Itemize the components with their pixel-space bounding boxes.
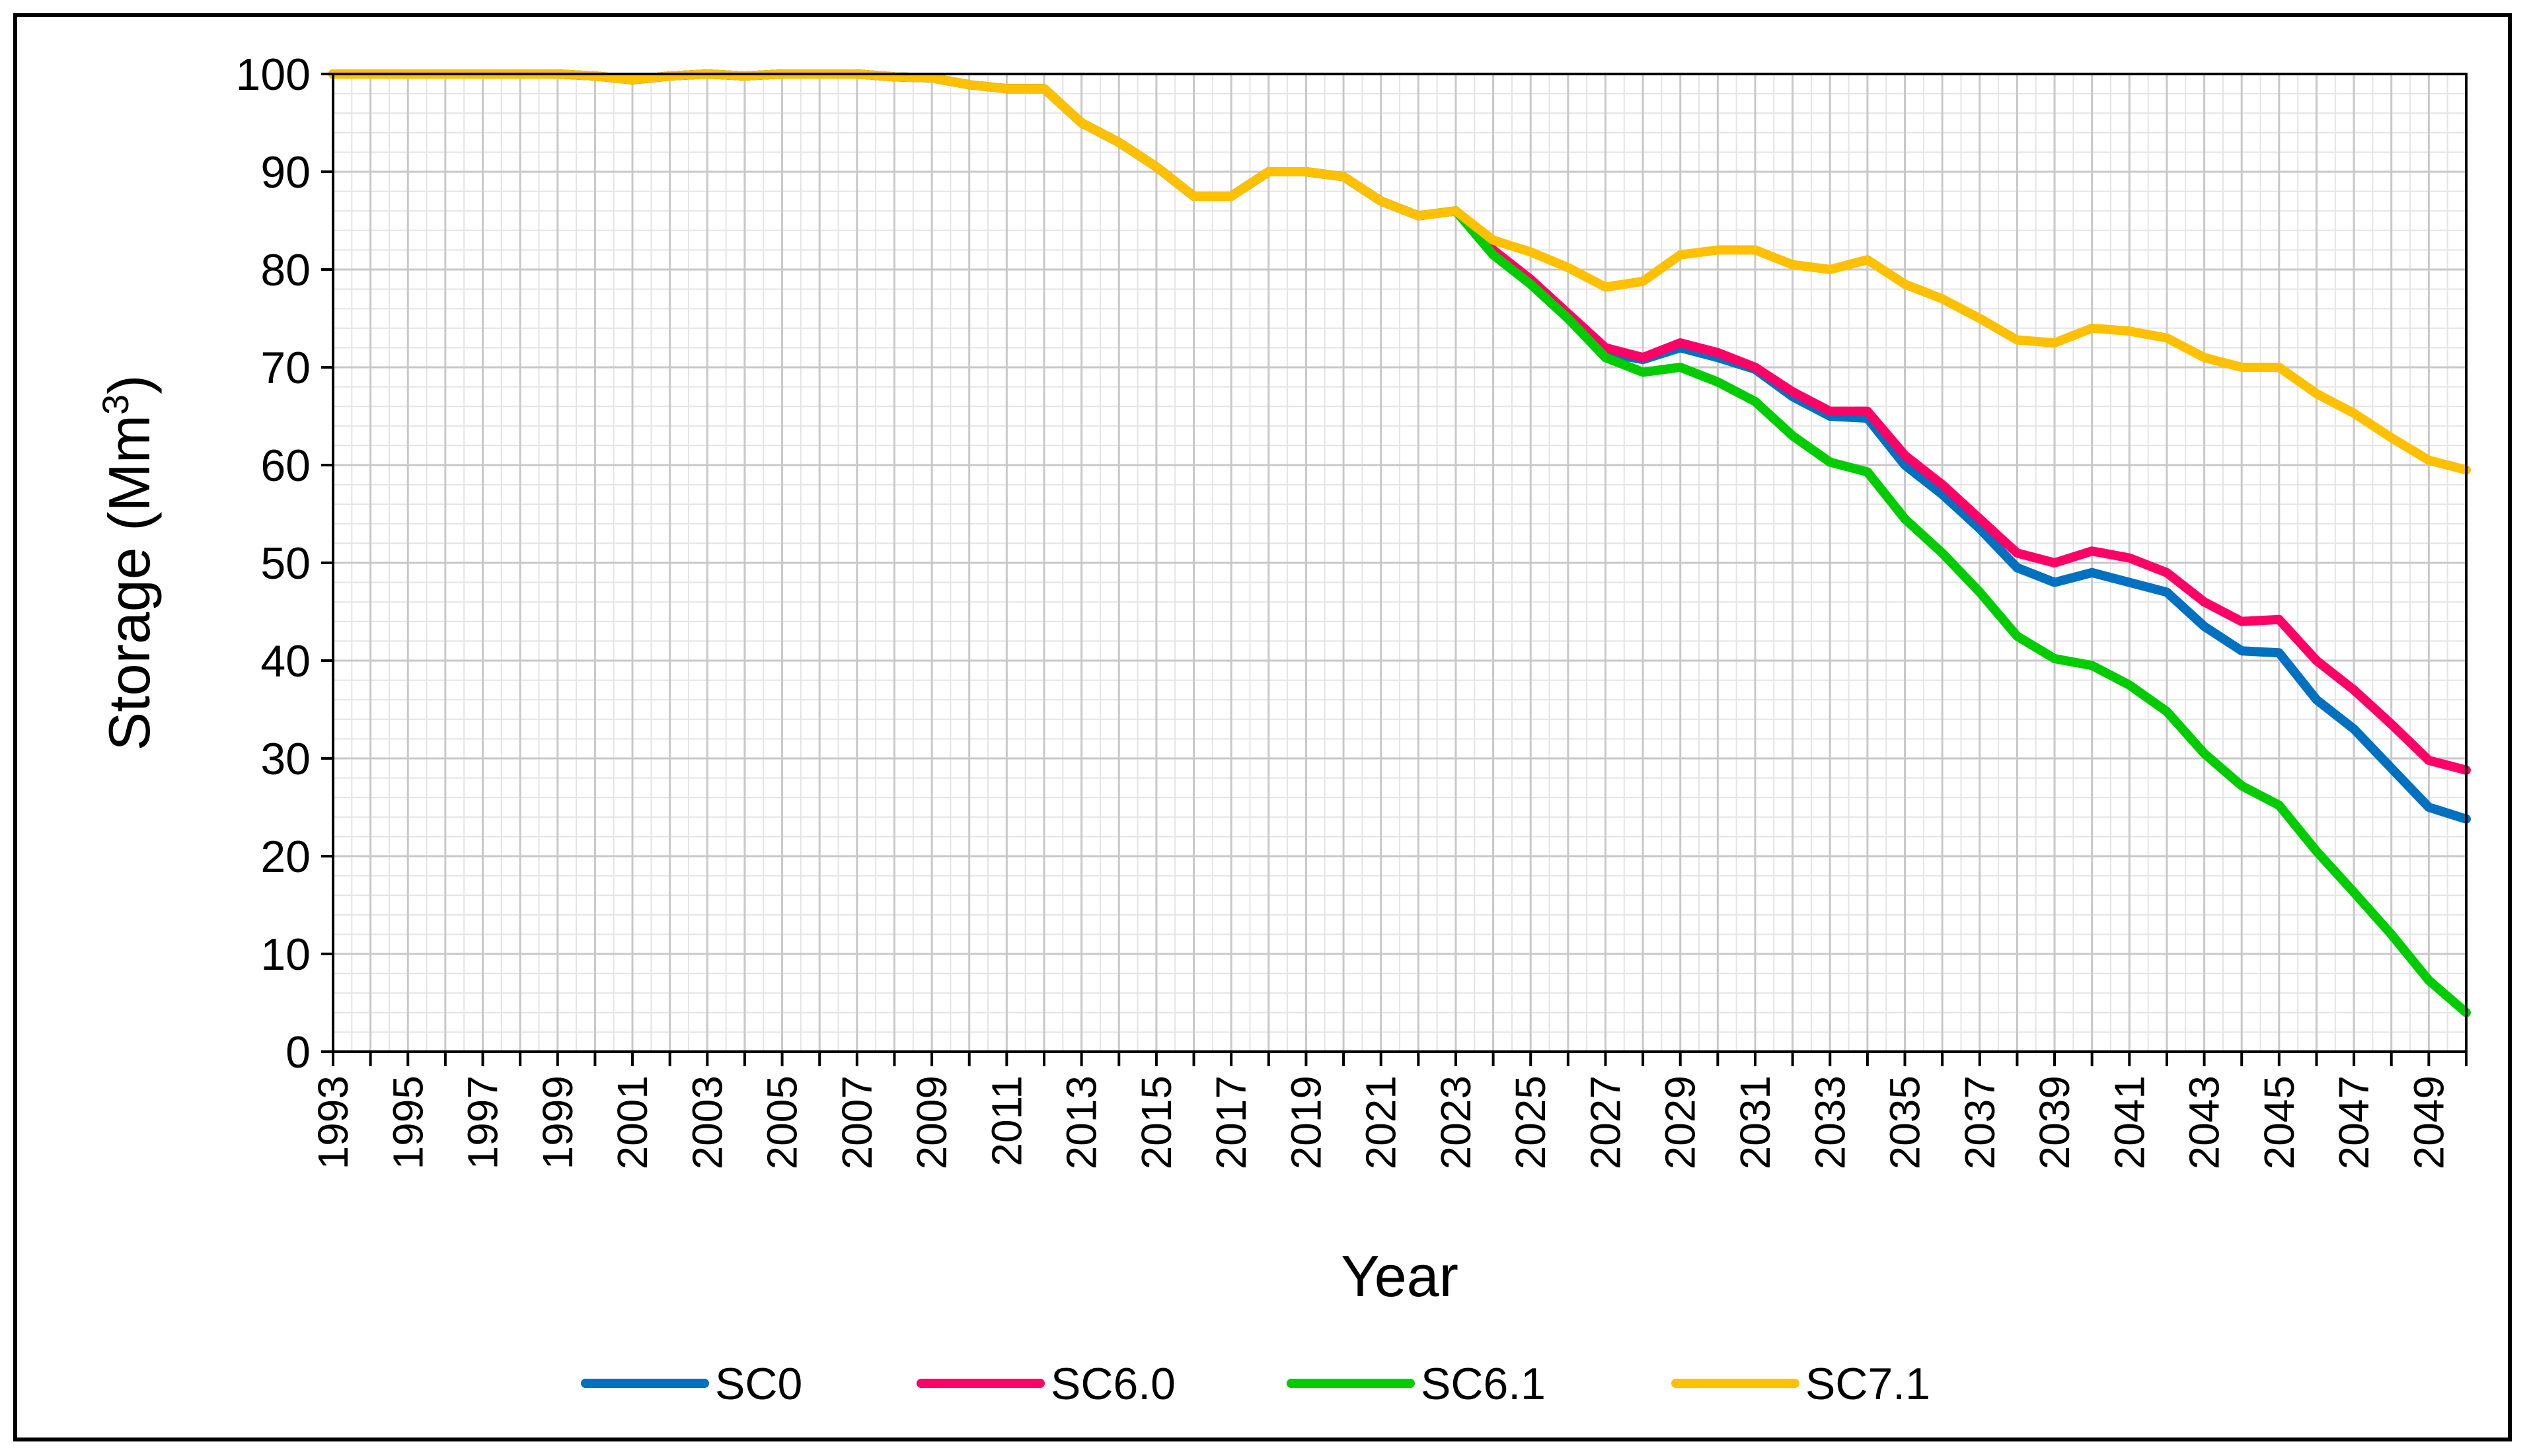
y-tick-label: 60 <box>260 441 311 491</box>
x-tick-label: 2011 <box>983 1075 1030 1167</box>
legend-label: SC6.0 <box>1051 1359 1176 1409</box>
axis-ticks <box>321 73 2468 1066</box>
x-tick-label: 2019 <box>1282 1075 1330 1169</box>
x-tick-label: 2017 <box>1207 1075 1255 1169</box>
y-tick-label: 40 <box>260 636 311 686</box>
legend-label: SC7.1 <box>1805 1359 1930 1409</box>
x-tick-label: 2029 <box>1657 1075 1704 1169</box>
x-tick-label: 2031 <box>1731 1075 1779 1169</box>
legend: SC0 SC6.0 SC6.1 SC7.1 <box>581 1359 1930 1409</box>
x-tick-label: 1999 <box>534 1075 582 1169</box>
y-tick-label: 20 <box>260 832 311 882</box>
x-tick-label: 2025 <box>1507 1075 1554 1169</box>
y-tick-label: 10 <box>260 929 311 980</box>
x-tick-label: 2049 <box>2405 1075 2452 1169</box>
x-axis-label: Year <box>1341 1243 1458 1309</box>
x-tick-label: 2037 <box>1956 1075 2004 1169</box>
legend-label: SC6.1 <box>1421 1359 1546 1409</box>
x-tick-label: 2015 <box>1133 1075 1180 1169</box>
y-axis-label: Storage (Mm3) <box>94 375 162 750</box>
x-tick-label: 2035 <box>1881 1075 1929 1169</box>
legend-label: SC0 <box>715 1359 802 1409</box>
x-tick-label: 2041 <box>2105 1075 2153 1169</box>
x-tick-label: 1997 <box>459 1075 507 1169</box>
x-tick-label: 2039 <box>2031 1075 2078 1169</box>
y-tick-labels: 0 10 20 30 40 50 60 70 80 90 100 <box>236 50 311 1077</box>
major-gridlines <box>332 73 2468 1053</box>
x-tick-label: 2033 <box>1806 1075 1854 1169</box>
x-tick-label: 2003 <box>683 1075 731 1169</box>
y-tick-label: 30 <box>260 734 311 784</box>
x-tick-label: 1993 <box>309 1075 357 1169</box>
x-tick-label: 2013 <box>1058 1075 1106 1169</box>
x-tick-label: 2009 <box>908 1075 956 1169</box>
y-tick-label: 80 <box>260 245 311 295</box>
x-tick-label: 2023 <box>1432 1075 1480 1169</box>
x-tick-label: 2043 <box>2181 1075 2228 1169</box>
x-tick-label: 2027 <box>1581 1075 1629 1169</box>
chart-frame: 0 10 20 30 40 50 60 70 80 90 100 1993 1995 1997 1999 2… <box>13 13 2512 1441</box>
storage-line-chart: 0 10 20 30 40 50 60 70 80 90 100 1993 1995 1997 1999 2… <box>94 50 2471 1409</box>
x-tick-label: 2005 <box>759 1075 806 1169</box>
x-tick-labels: 1993 1995 1997 1999 2001 2003 2005 2007 2009 2011… <box>309 1075 2452 1169</box>
y-tick-label: 0 <box>285 1027 311 1077</box>
x-tick-label: 2021 <box>1357 1075 1405 1169</box>
y-tick-label: 90 <box>260 147 311 198</box>
y-tick-label: 70 <box>260 343 311 393</box>
x-tick-label: 2001 <box>609 1075 656 1169</box>
x-tick-label: 2007 <box>833 1075 881 1169</box>
y-tick-label: 50 <box>260 538 311 589</box>
x-tick-label: 1995 <box>384 1075 432 1169</box>
x-tick-label: 2047 <box>2330 1075 2378 1169</box>
y-tick-label: 100 <box>236 50 311 100</box>
x-tick-label: 2045 <box>2255 1075 2303 1169</box>
